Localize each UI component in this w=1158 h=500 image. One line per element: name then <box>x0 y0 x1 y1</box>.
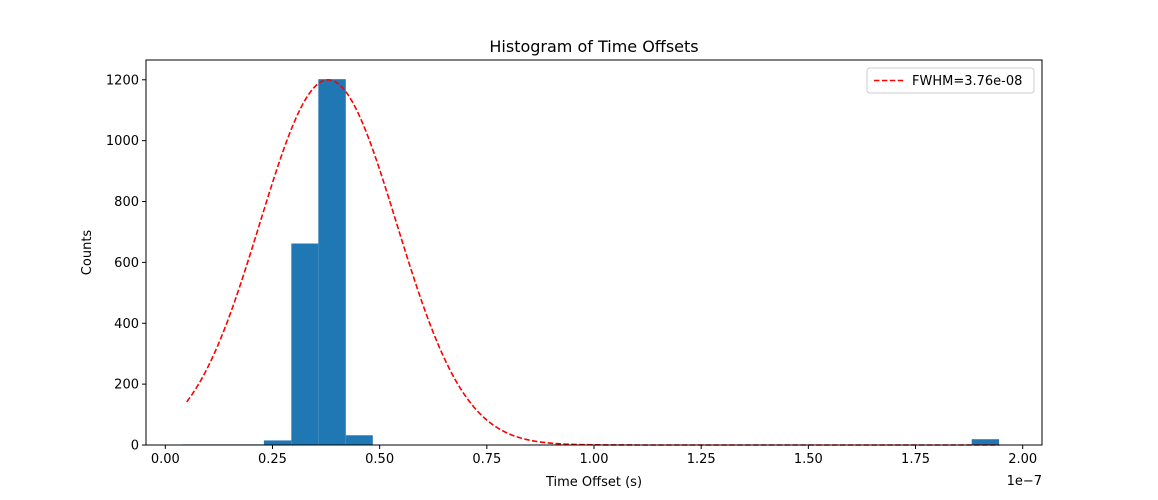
x-tick-label: 1.00 <box>580 452 609 467</box>
x-axis-label: Time Offset (s) <box>545 475 642 490</box>
histogram-bar <box>318 79 346 445</box>
y-axis-ticks: 0 200 400 600 800 1000 1200 <box>106 73 146 454</box>
y-tick-label: 400 <box>114 317 139 332</box>
bars-layer <box>182 79 1000 445</box>
y-tick-label: 600 <box>114 256 139 271</box>
y-tick-label: 0 <box>131 439 139 454</box>
histogram-bar <box>263 440 292 445</box>
legend: FWHM=3.76e-08 <box>866 67 1035 94</box>
histogram-bar <box>971 439 1000 445</box>
x-tick-label: 0.25 <box>258 452 287 467</box>
legend-box <box>866 67 1035 94</box>
y-tick-label: 200 <box>114 378 139 393</box>
legend-entry-fwhm: FWHM=3.76e-08 <box>912 74 1022 89</box>
y-tick-label: 1000 <box>106 134 139 149</box>
y-tick-label: 1200 <box>106 73 139 88</box>
x-axis-ticks: 0.00 0.25 0.50 0.75 1.00 1.25 1.50 1.75 2.00 <box>151 445 1037 467</box>
histogram-bar <box>291 243 319 445</box>
x-tick-label: 0.00 <box>151 452 180 467</box>
x-tick-label: 0.50 <box>365 452 394 467</box>
x-tick-label: 1.50 <box>794 452 823 467</box>
x-tick-label: 0.75 <box>472 452 501 467</box>
x-tick-label: 1.75 <box>901 452 930 467</box>
x-tick-label: 2.00 <box>1008 452 1037 467</box>
y-axis-label: Counts <box>80 230 95 276</box>
histogram-bar <box>345 435 373 445</box>
y-tick-label: 800 <box>114 195 139 210</box>
plot-frame <box>145 59 1043 446</box>
x-axis-scale-factor: 1e−7 <box>1007 474 1042 489</box>
chart-title: Histogram of Time Offsets <box>489 37 698 56</box>
x-tick-label: 1.25 <box>687 452 716 467</box>
